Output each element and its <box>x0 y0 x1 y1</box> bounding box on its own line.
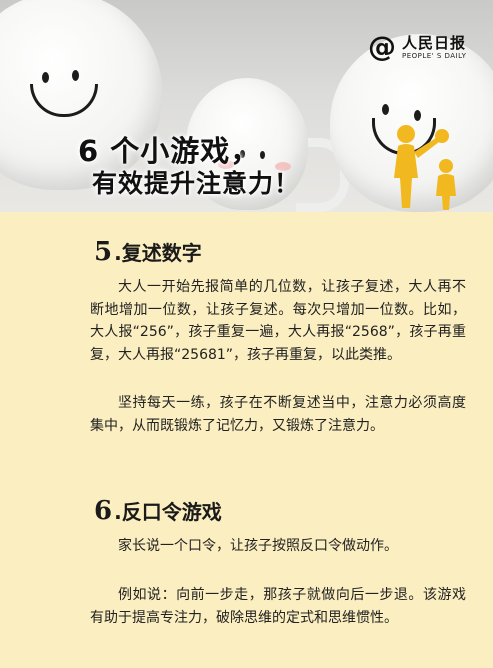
cup-eye <box>72 70 79 81</box>
logo-name-en: PEOPLE' S DAILY <box>402 52 467 60</box>
section-6-heading: 6 .反口令游戏 <box>94 496 222 526</box>
header-photo: @ 人民日报 PEOPLE' S DAILY 6 个小游戏， 有效提升注意力！ <box>0 0 493 212</box>
section-6-paragraph-2: 例如说：向前一步走，那孩子就做向后一步退。该游戏有助于提高专注力，破除思维的定式… <box>90 587 466 626</box>
section-5-paragraph-1: 大人一开始先报简单的几位数，让孩子复述，大人再不断地增加一位数，让孩子复述。每次… <box>90 279 466 363</box>
section-5-heading: 5 .复述数字 <box>94 237 202 267</box>
peoples-daily-logo: @ 人民日报 PEOPLE' S DAILY <box>368 28 488 68</box>
cup-eye <box>414 110 421 121</box>
logo-name-cn: 人民日报 <box>402 34 467 52</box>
section-number: 5 <box>94 237 113 267</box>
cup-eye <box>42 72 49 83</box>
page-title-line2: 有效提升注意力！ <box>92 169 301 198</box>
cup-eye <box>240 150 245 158</box>
section-number: 6 <box>94 496 113 526</box>
section-title: .反口令游戏 <box>114 500 222 524</box>
cup-eye <box>260 151 265 159</box>
cup-blush <box>218 160 234 169</box>
cup-blush <box>275 162 291 171</box>
smiling-cup-middle <box>186 78 308 210</box>
section-5-paragraph-2: 坚持每天一练，孩子在不断复述当中，注意力必须高度集中，从而既锻炼了记忆力，又锻炼… <box>90 395 466 434</box>
parent-child-figure-icon <box>394 125 456 210</box>
section-6-paragraph-1: 家长说一个口令，让孩子按照反口令做动作。 <box>118 538 398 554</box>
logo-symbol: @ <box>368 30 396 63</box>
page-title-line1: 6 个小游戏， <box>78 134 261 168</box>
cup-eye <box>382 104 389 115</box>
section-title: .复述数字 <box>114 241 202 265</box>
